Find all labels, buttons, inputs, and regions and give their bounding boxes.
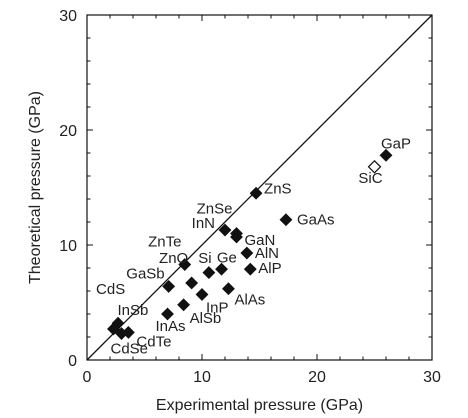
reference-diagonal-line	[86, 14, 433, 361]
label-alp: AlP	[258, 260, 281, 277]
label-cds: CdS	[96, 281, 125, 298]
label-zno: ZnO	[159, 250, 188, 267]
label-inp: InP	[206, 299, 229, 316]
x-tick-label: 0	[83, 369, 92, 386]
label-si: Si	[198, 250, 211, 267]
point-gaas	[279, 213, 293, 227]
point-aln	[240, 246, 254, 260]
y-tick-label: 0	[68, 353, 77, 370]
x-tick-label: 20	[308, 369, 326, 386]
point-alp	[243, 262, 257, 276]
point-zns	[249, 186, 263, 200]
plot-frame	[86, 14, 433, 361]
axis-ticks: 0 10 20 30 0 10 20 30	[59, 8, 441, 386]
x-tick-label: 30	[423, 369, 441, 386]
label-aln: AlN	[255, 245, 279, 262]
point-znte	[178, 258, 192, 271]
label-znse: ZnSe	[197, 201, 233, 218]
y-axis-label: Theoretical pressure (GPa)	[27, 91, 44, 284]
y-tick-label: 20	[59, 123, 77, 140]
x-axis-label: Experimental pressure (GPa)	[156, 397, 363, 414]
data-points	[107, 148, 393, 340]
point-insb	[107, 322, 120, 336]
point-sic	[367, 159, 382, 174]
label-gasb: GaSb	[126, 265, 164, 282]
point-si	[215, 262, 228, 276]
point-alas	[222, 282, 235, 296]
label-znte: ZnTe	[148, 234, 181, 251]
label-cdte: CdTe	[136, 333, 171, 350]
point-alsb	[177, 298, 191, 312]
label-zns: ZnS	[264, 180, 292, 197]
label-alsb: AlSb	[190, 310, 222, 327]
label-inas: InAs	[156, 318, 186, 335]
label-gaas: GaAs	[297, 212, 335, 229]
label-inn: InN	[192, 215, 215, 232]
point-cdte	[121, 325, 135, 339]
label-insb: InSb	[117, 302, 148, 319]
point-inn	[218, 223, 232, 237]
label-ge: Ge	[217, 250, 237, 267]
label-gap: GaP	[381, 135, 411, 152]
point-gan	[230, 230, 243, 244]
point-ge	[202, 266, 216, 280]
label-gan: GaN	[245, 232, 276, 249]
y-tick-label: 10	[59, 238, 77, 255]
y-tick-label: 30	[59, 8, 77, 25]
point-zno	[185, 276, 199, 290]
label-alas: AlAs	[234, 292, 265, 309]
point-inas	[161, 307, 174, 321]
label-cdse: CdSe	[111, 341, 149, 358]
x-tick-label: 10	[193, 369, 211, 386]
point-inp	[195, 288, 209, 301]
label-sic: SiC	[358, 170, 382, 187]
point-gap	[379, 148, 393, 162]
point-gasb	[162, 279, 176, 293]
